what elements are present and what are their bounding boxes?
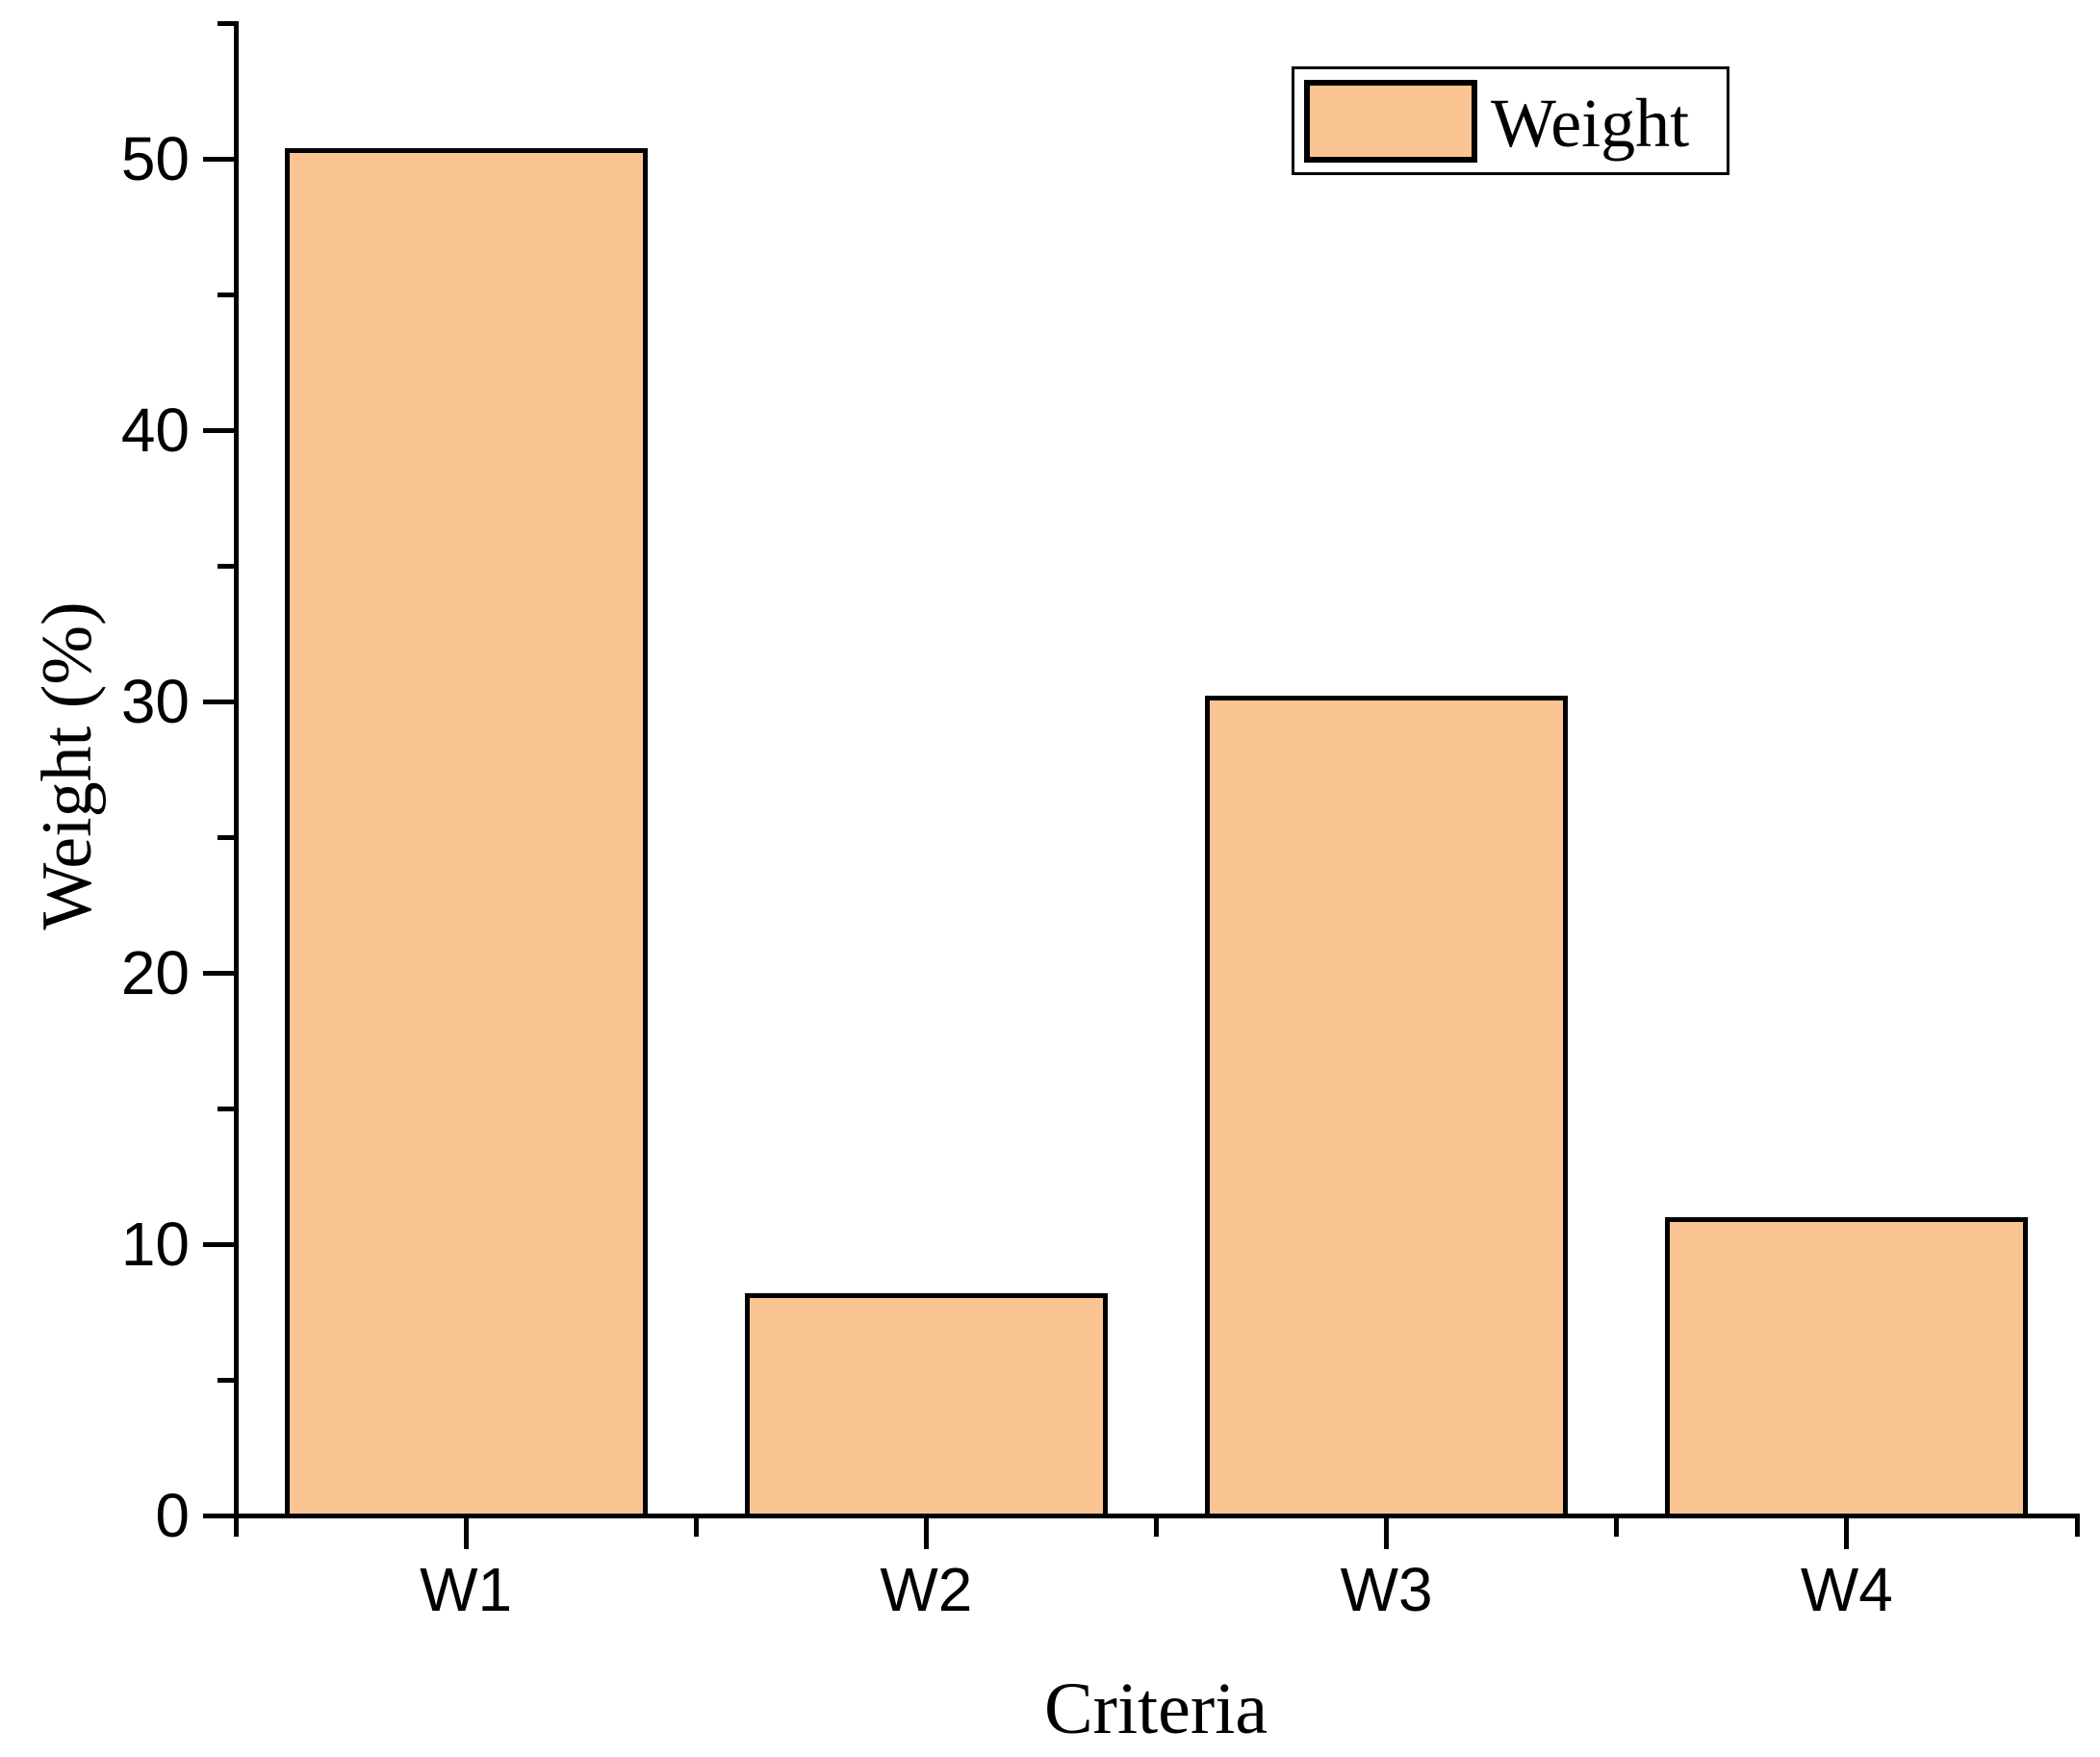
y-minor-tick: [218, 20, 236, 26]
bar-w4: [1665, 1216, 2029, 1518]
y-major-tick: [203, 1241, 236, 1247]
x-tick-label: W3: [1340, 1555, 1433, 1624]
y-minor-tick: [218, 1106, 236, 1111]
y-tick-label: 0: [155, 1481, 190, 1550]
x-minor-tick: [1614, 1517, 1620, 1537]
y-tick-label: 20: [120, 938, 190, 1007]
y-tick-label: 50: [120, 124, 190, 193]
y-tick-label: 40: [120, 395, 190, 465]
y-major-tick: [203, 699, 236, 704]
y-axis-title: Weight (%): [28, 601, 107, 930]
y-minor-tick: [218, 563, 236, 569]
legend: Weight: [1292, 66, 1729, 175]
x-major-tick: [1844, 1517, 1850, 1549]
y-major-tick: [203, 427, 236, 433]
y-minor-tick: [218, 292, 236, 297]
bar-w1: [284, 147, 648, 1518]
x-major-tick: [1384, 1517, 1390, 1549]
legend-label: Weight: [1491, 85, 1690, 162]
x-axis-line: [234, 1514, 2080, 1518]
y-major-tick: [203, 156, 236, 162]
x-tick-label: W1: [420, 1555, 513, 1624]
x-minor-tick: [693, 1517, 699, 1537]
y-minor-tick: [218, 1377, 236, 1383]
y-axis-line: [234, 21, 239, 1518]
bar-w3: [1205, 696, 1569, 1518]
y-major-tick: [203, 970, 236, 976]
x-major-tick: [923, 1517, 929, 1549]
x-tick-label: W4: [1800, 1555, 1893, 1624]
bar-w2: [744, 1292, 1108, 1518]
y-tick-label: 10: [120, 1210, 190, 1279]
x-tick-label: W2: [880, 1555, 973, 1624]
x-axis-title: Criteria: [1043, 1668, 1268, 1749]
y-major-tick: [203, 1513, 236, 1518]
x-minor-tick: [2074, 1517, 2080, 1537]
legend-swatch: [1304, 80, 1477, 163]
x-minor-tick: [1154, 1517, 1159, 1537]
y-tick-label: 30: [120, 667, 190, 736]
y-minor-tick: [218, 834, 236, 840]
x-minor-tick: [233, 1517, 239, 1537]
x-major-tick: [463, 1517, 469, 1549]
